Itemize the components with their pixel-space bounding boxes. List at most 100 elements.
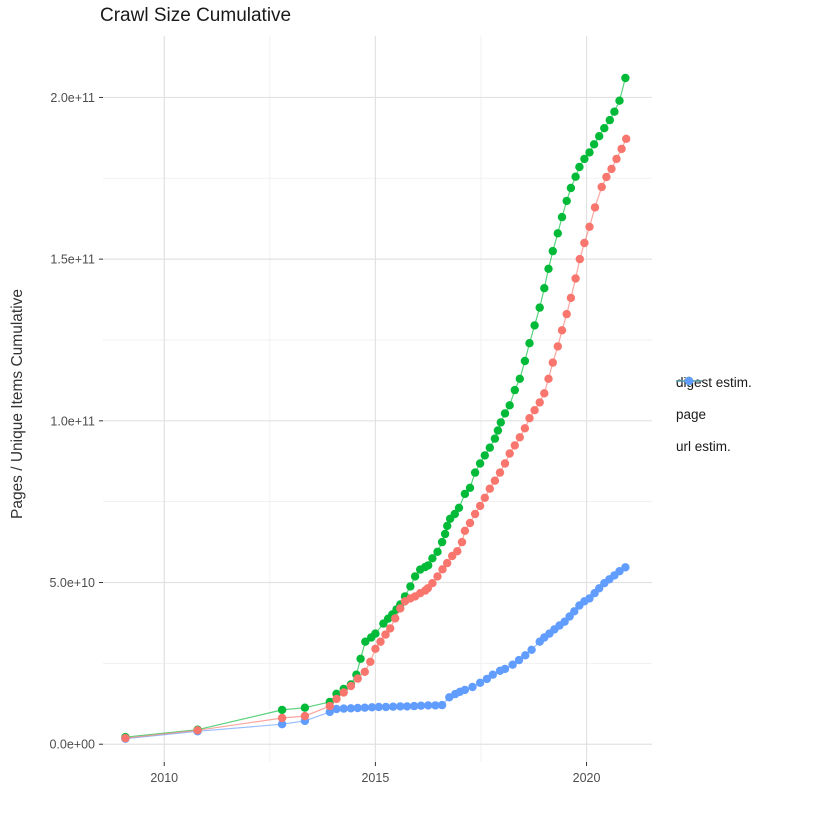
data-point-digest-estim: [580, 238, 589, 248]
legend: digest estim. page url estim.: [676, 374, 752, 470]
data-point-url-estim: [585, 594, 594, 603]
data-point-url-estim: [410, 701, 419, 711]
data-point-page: [605, 115, 614, 125]
data-point-url-estim: [374, 702, 383, 712]
data-point-url-estim: [388, 702, 398, 711]
legend-item-url-estim: url estim.: [676, 376, 752, 454]
data-point-digest-estim: [371, 644, 380, 653]
data-point-page: [356, 654, 365, 663]
data-point-page: [433, 547, 442, 556]
data-point-digest-estim: [460, 526, 470, 535]
data-point-page: [515, 374, 524, 383]
data-point-url-estim: [277, 720, 287, 729]
x-tick-label: 2015: [361, 771, 389, 785]
data-point-digest-estim: [510, 441, 519, 450]
data-point-digest-estim: [525, 414, 534, 423]
y-axis: 0.0e+00 5.0e+10 1.0e+11 1.5e+11 2.0e+11: [49, 91, 103, 752]
data-point-page: [500, 409, 510, 418]
data-point-url-estim: [460, 685, 470, 695]
legend-label-page: page: [676, 406, 707, 422]
data-point-page: [525, 339, 534, 348]
data-point-page: [470, 468, 480, 477]
legend-label-digest-estim: digest estim.: [676, 374, 752, 390]
data-point-page: [544, 264, 553, 273]
data-point-digest-estim: [443, 558, 452, 568]
legend-key-url-estim-icon: [676, 376, 702, 386]
data-point-page: [493, 426, 503, 435]
data-point-url-estim: [475, 678, 485, 687]
data-point-digest-estim: [386, 624, 395, 633]
legend-item-page: page: [676, 376, 752, 422]
data-point-page: [535, 303, 544, 312]
data-point-digest-estim: [391, 614, 400, 623]
data-point-page: [585, 148, 594, 157]
data-point-page: [490, 434, 500, 443]
data-point-page: [300, 703, 310, 712]
data-point-page: [557, 212, 567, 222]
data-point-page: [530, 321, 539, 330]
data-point-digest-estim: [602, 172, 611, 182]
data-point-page: [553, 229, 562, 238]
chart-title: Crawl Size Cumulative: [100, 5, 292, 26]
data-point-url-estim: [424, 701, 433, 710]
data-point-page: [566, 183, 576, 193]
data-point-digest-estim: [535, 398, 544, 407]
data-point-digest-estim: [597, 182, 606, 192]
series-digest-estim: [121, 134, 631, 743]
data-point-page: [277, 705, 287, 715]
data-point-digest-estim: [571, 274, 580, 283]
data-point-page: [610, 107, 619, 116]
data-point-url-estim: [514, 655, 524, 665]
y-tick-label: 1.5e+11: [50, 253, 95, 267]
data-point-page: [410, 572, 420, 581]
data-point-digest-estim: [520, 424, 530, 433]
data-point-page: [540, 284, 549, 293]
data-point-page: [480, 451, 489, 460]
data-point-digest-estim: [332, 694, 341, 704]
data-point-digest-estim: [562, 309, 571, 319]
data-point-url-estim: [560, 617, 569, 626]
data-point-digest-estim: [590, 203, 600, 212]
data-point-url-estim: [353, 703, 362, 713]
data-point-url-estim: [508, 660, 517, 669]
data-point-url-estim: [367, 703, 377, 712]
data-point-digest-estim: [557, 326, 567, 335]
data-point-page: [621, 73, 630, 83]
data-point-url-estim: [500, 664, 510, 674]
data-point-page: [615, 96, 624, 105]
x-tick-label: 2010: [150, 771, 178, 785]
data-point-url-estim: [570, 607, 579, 616]
data-point-digest-estim: [457, 537, 467, 547]
data-point-digest-estim: [121, 733, 130, 743]
data-point-url-estim: [468, 682, 477, 692]
data-point-digest-estim: [360, 667, 369, 676]
y-tick-label: 0.0e+00: [49, 738, 95, 752]
data-point-digest-estim: [505, 449, 514, 458]
data-point-url-estim: [615, 567, 624, 576]
data-point-digest-estim: [353, 674, 362, 683]
data-point-url-estim: [488, 670, 497, 679]
data-point-digest-estim: [325, 701, 334, 711]
data-point-url-estim: [339, 704, 348, 713]
data-point-digest-estim: [515, 433, 524, 442]
data-point-digest-estim: [612, 154, 621, 164]
grid-minor: [103, 36, 652, 762]
data-point-page: [475, 459, 485, 468]
data-point-page: [496, 418, 505, 427]
data-point-page: [520, 356, 530, 366]
data-point-digest-estim: [366, 657, 375, 666]
data-point-page: [580, 154, 589, 164]
data-point-page: [440, 529, 450, 539]
data-point-url-estim: [437, 700, 447, 710]
data-point-url-estim: [396, 702, 405, 711]
data-point-digest-estim: [193, 726, 202, 735]
data-point-digest-estim: [530, 406, 539, 415]
data-point-digest-estim: [544, 374, 553, 383]
data-point-digest-estim: [500, 459, 510, 468]
data-point-page: [428, 554, 437, 563]
y-tick-label: 1.0e+11: [50, 414, 95, 428]
data-point-digest-estim: [480, 493, 489, 502]
data-point-page: [510, 385, 519, 395]
data-point-url-estim: [595, 584, 604, 593]
